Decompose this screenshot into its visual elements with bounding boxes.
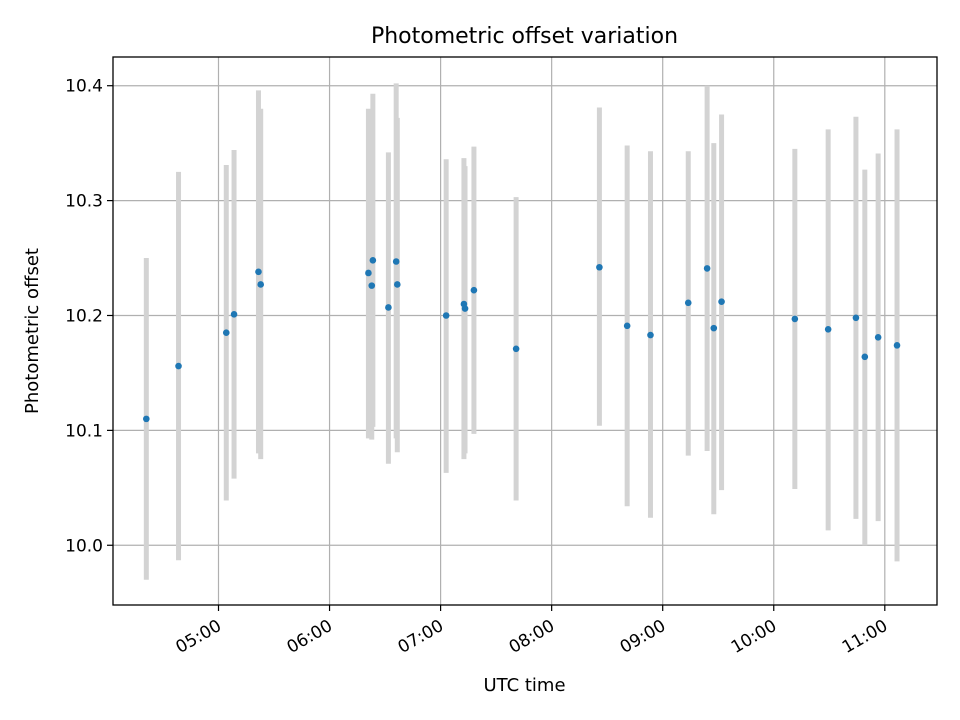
- chart-title: Photometric offset variation: [371, 24, 678, 49]
- data-point: [852, 314, 860, 322]
- plot-frame: [112, 56, 938, 606]
- data-point: [175, 362, 182, 370]
- data-point: [461, 305, 469, 312]
- data-point: [255, 268, 262, 276]
- data-point: [512, 345, 520, 353]
- data-point: [257, 281, 264, 288]
- data-point: [222, 329, 230, 337]
- data-point: [861, 353, 869, 361]
- data-points: [143, 257, 901, 423]
- y-tick-label: 10.0: [65, 536, 103, 556]
- y-tick-label: 10.2: [65, 306, 103, 326]
- grid-lines: [113, 57, 937, 605]
- y-tick-label: 10.3: [65, 192, 103, 212]
- data-point: [470, 286, 478, 294]
- data-point: [369, 257, 377, 264]
- y-axis-ticks: 10.0 10.1 10.2 10.3 10.4: [65, 77, 113, 556]
- data-point: [824, 325, 832, 333]
- data-point: [143, 415, 150, 423]
- data-point: [703, 265, 711, 272]
- y-tick-label: 10.1: [65, 421, 103, 441]
- data-point: [230, 311, 238, 318]
- data-point: [365, 269, 372, 277]
- data-point: [874, 334, 882, 341]
- data-point: [791, 315, 799, 323]
- data-point: [623, 322, 631, 330]
- data-point: [893, 342, 901, 349]
- y-tick-label: 10.4: [65, 77, 103, 97]
- data-point: [710, 324, 718, 332]
- x-axis-label: UTC time: [483, 675, 565, 696]
- data-point: [596, 263, 603, 271]
- data-point: [684, 299, 692, 307]
- data-point: [393, 281, 401, 288]
- data-point: [368, 282, 376, 289]
- data-point: [385, 304, 392, 311]
- data-point: [442, 312, 450, 319]
- y-axis-label: Photometric offset: [22, 248, 43, 414]
- data-point: [647, 331, 654, 339]
- data-point: [392, 258, 400, 265]
- data-point: [718, 298, 725, 306]
